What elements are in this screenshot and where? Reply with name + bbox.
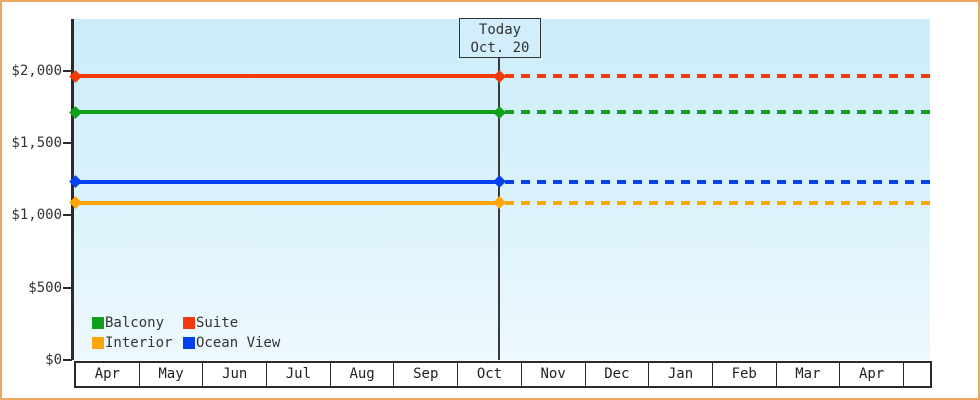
y-tick-label: $1,500 [11, 134, 62, 151]
y-tick-label: $0 [45, 352, 62, 368]
y-tick-mark [63, 141, 72, 144]
month-cell: May [140, 363, 204, 386]
legend: Balcony Suite Interior Ocean View [92, 313, 280, 353]
legend-label: Suite [196, 315, 239, 331]
series-line-dashed-suite [505, 74, 930, 79]
month-cell: Sep [394, 363, 459, 386]
today-date: Oct. 20 [470, 40, 530, 56]
month-cell: Jul [267, 363, 331, 386]
month-cell: Jan [649, 363, 713, 386]
month-cell: Feb [713, 363, 777, 386]
y-tick-mark [63, 69, 72, 72]
series-line-dashed-ocean-view [505, 179, 930, 184]
legend-item-interior: Interior [92, 335, 183, 351]
month-cell: Jun [203, 363, 268, 386]
month-cell: Dec [586, 363, 650, 386]
y-tick-mark [63, 286, 72, 289]
y-axis [71, 19, 74, 360]
today-label: Today [478, 22, 522, 38]
series-line-solid-suite [74, 74, 499, 79]
today-annotation-box: Today Oct. 20 [459, 18, 541, 58]
series-line-dashed-balcony [505, 110, 930, 115]
legend-item-ocean-view: Ocean View [183, 335, 280, 351]
month-cell: Mar [777, 363, 841, 386]
series-line-dashed-interior [505, 200, 930, 205]
y-tick-label: $1,000 [11, 207, 62, 224]
legend-swatch [183, 337, 195, 349]
legend-swatch [92, 337, 104, 349]
y-tick-label: $2,000 [11, 62, 62, 79]
series-line-solid-balcony [74, 110, 499, 115]
month-cell-empty [904, 363, 930, 386]
legend-item-balcony: Balcony [92, 315, 183, 331]
series-line-solid-ocean-view [74, 179, 499, 184]
series-line-solid-interior [74, 200, 499, 205]
legend-swatch [183, 317, 195, 329]
month-cell: Apr [840, 363, 904, 386]
month-cell: Apr [76, 363, 140, 386]
legend-label: Ocean View [196, 335, 281, 351]
y-tick-mark [63, 359, 72, 361]
legend-item-suite: Suite [183, 315, 280, 331]
legend-label: Balcony [105, 315, 165, 331]
y-tick-mark [63, 214, 72, 217]
legend-swatch [92, 317, 104, 329]
y-tick-label: $500 [28, 279, 62, 296]
x-axis-month-band: Apr May Jun Jul Aug Sep Oct Nov Dec Jan Feb Mar Apr [74, 361, 932, 388]
plot-area [74, 19, 930, 360]
month-cell: Oct [458, 363, 522, 386]
legend-label: Interior [105, 335, 173, 351]
month-cell: Nov [522, 363, 586, 386]
month-cell: Aug [331, 363, 395, 386]
